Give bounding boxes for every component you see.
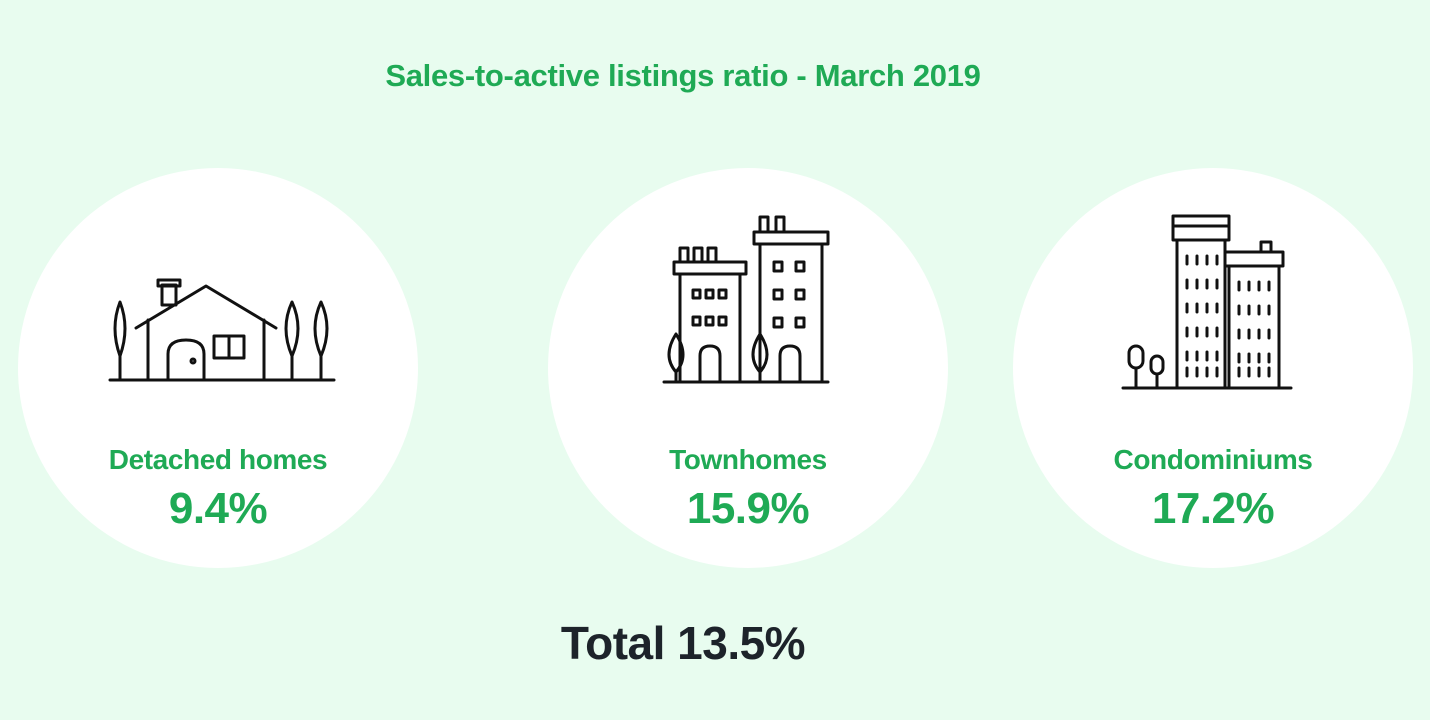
category-card-condominiums: Condominiums 17.2% xyxy=(1013,168,1413,568)
category-label: Detached homes xyxy=(108,444,328,475)
townhouses-icon xyxy=(662,215,830,384)
category-value: 9.4% xyxy=(168,484,268,533)
page-title: Sales-to-active listings ratio - March 2… xyxy=(385,58,981,93)
category-label: Condominiums xyxy=(1113,444,1313,475)
category-card-townhomes: Townhomes 15.9% xyxy=(548,168,948,568)
category-card-detached: Detached homes 9.4% xyxy=(18,168,418,568)
category-label: Townhomes xyxy=(669,444,827,475)
category-value: 15.9% xyxy=(686,484,810,533)
detached-house-icon xyxy=(108,278,336,382)
total-ratio: Total 13.5% xyxy=(560,617,806,669)
category-value: 17.2% xyxy=(1151,484,1275,533)
condo-towers-icon xyxy=(1121,214,1293,390)
